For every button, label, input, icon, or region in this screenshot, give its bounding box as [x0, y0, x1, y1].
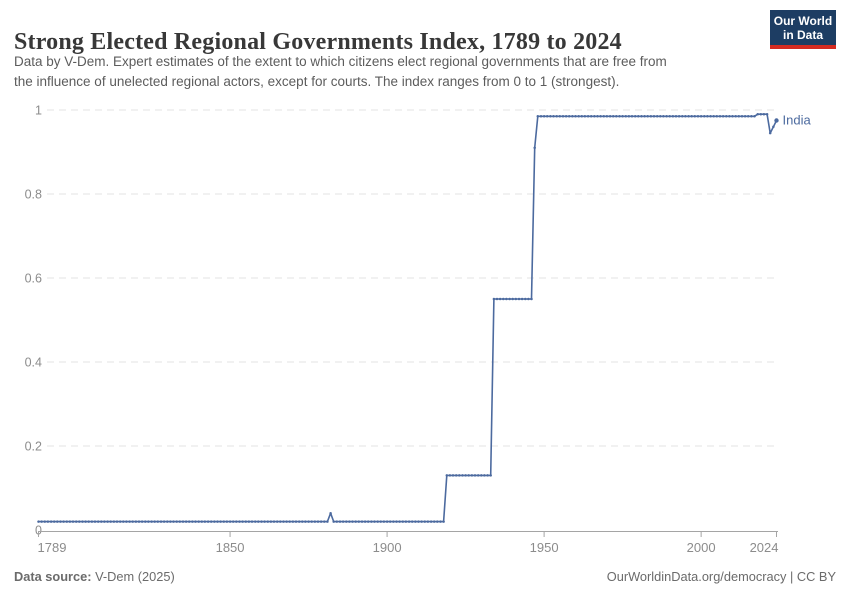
- owid-logo[interactable]: Our World in Data: [770, 10, 836, 49]
- y-tick-label: 0.8: [25, 188, 42, 202]
- x-tick-label: 1789: [38, 540, 67, 555]
- y-tick-label: 0.2: [25, 440, 42, 454]
- subtitle-line-1: Data by V-Dem. Expert estimates of the e…: [14, 54, 667, 69]
- india-series-markers: [37, 112, 778, 523]
- y-tick-label: 0.6: [25, 272, 42, 286]
- x-tick-label: 2000: [687, 540, 716, 555]
- owid-logo-text-line1: Our World: [773, 14, 833, 28]
- x-tick-label: 1900: [373, 540, 402, 555]
- india-series-line[interactable]: [38, 113, 778, 523]
- x-tick-label: 1950: [530, 540, 559, 555]
- x-tick-label: 2024: [750, 540, 779, 555]
- y-tick-label: 0: [35, 524, 42, 538]
- data-source-label: Data source:: [14, 569, 92, 584]
- y-tick-label: 1: [35, 104, 42, 118]
- owid-logo-text-line2: in Data: [782, 28, 823, 42]
- y-tick-label: 0.4: [25, 356, 42, 370]
- attribution-note: OurWorldinData.org/democracy | CC BY: [606, 569, 836, 584]
- data-source-note: Data source: V-Dem (2025): [14, 569, 175, 584]
- page-title: Strong Elected Regional Governments Inde…: [14, 29, 622, 56]
- chart-subtitle: Data by V-Dem. Expert estimates of the e…: [14, 52, 774, 92]
- data-source-value: V-Dem (2025): [91, 569, 175, 584]
- series-end-dot: [774, 118, 779, 123]
- series-entity-label[interactable]: India: [783, 113, 812, 128]
- x-tick-label: 1850: [216, 540, 245, 555]
- subtitle-line-2: the influence of unelected regional acto…: [14, 74, 620, 89]
